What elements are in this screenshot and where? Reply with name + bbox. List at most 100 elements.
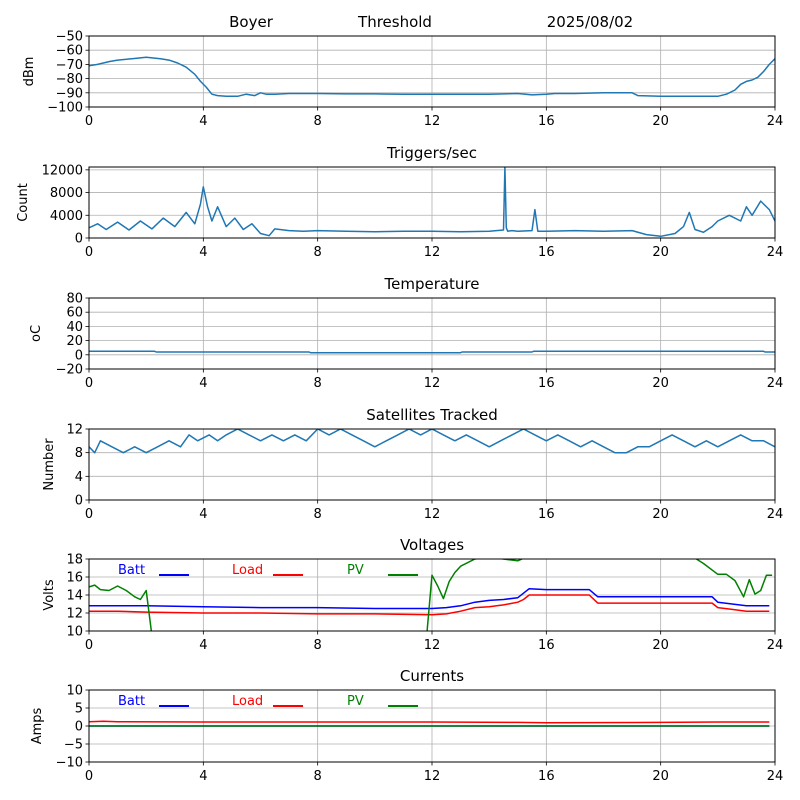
y-axis-label: Volts xyxy=(42,579,57,611)
x-tick-label: 4 xyxy=(199,507,207,522)
y-tick-label: 4 xyxy=(75,470,83,485)
x-tick-label: 8 xyxy=(314,769,322,784)
y-tick-label: 10 xyxy=(66,684,83,699)
x-tick-label: 16 xyxy=(538,638,555,653)
x-tick-label: 4 xyxy=(199,114,207,129)
x-tick-label: 4 xyxy=(199,376,207,391)
y-axis-label: Count xyxy=(16,183,31,222)
chart-panel-currents: 0 4 8 12 16 20 24 −10 −5 0 5 10 Currents Amps Batt Load… xyxy=(30,667,783,784)
x-tick-label: 20 xyxy=(652,245,669,260)
chart-panel-signal: 0 4 8 12 16 20 24 −100−90−80−70−60−50 dBm xyxy=(22,30,783,130)
x-tick-label: 4 xyxy=(199,638,207,653)
legend-label-load: Load xyxy=(232,694,263,709)
x-tick-label: 16 xyxy=(538,114,555,129)
y-tick-label: −70 xyxy=(56,58,83,73)
legend: Batt Load PV xyxy=(118,694,418,709)
legend-label-batt: Batt xyxy=(118,563,145,578)
x-tick-label: 24 xyxy=(767,769,784,784)
x-tick-label: 20 xyxy=(652,638,669,653)
y-tick-label: 80 xyxy=(66,292,83,307)
x-tick-label: 20 xyxy=(652,114,669,129)
x-tick-label: 8 xyxy=(314,638,322,653)
x-tick-label: 0 xyxy=(85,376,93,391)
series-line-signal xyxy=(89,56,775,98)
chart-panel-voltages: 0 4 8 12 16 20 24 10 12 14 16 18 Voltages Volts Batt Lo… xyxy=(42,536,783,653)
y-tick-label: 0 xyxy=(75,232,83,247)
legend-label-pv: PV xyxy=(347,563,364,578)
x-tick-label: 24 xyxy=(767,376,784,391)
x-tick-label: 0 xyxy=(85,245,93,260)
x-tick-label: 12 xyxy=(424,507,441,522)
y-axis-label: Amps xyxy=(30,707,45,744)
y-axis-label: dBm xyxy=(22,57,37,87)
x-tick-label: 24 xyxy=(767,638,784,653)
x-tick-label: 4 xyxy=(199,245,207,260)
x-tick-label: 24 xyxy=(767,114,784,129)
x-tick-label: 16 xyxy=(538,507,555,522)
x-tick-label: 4 xyxy=(199,769,207,784)
legend-label-batt: Batt xyxy=(118,694,145,709)
y-tick-label: 8 xyxy=(75,446,83,461)
threshold-label: Threshold xyxy=(357,13,432,31)
series-line-temperature xyxy=(89,350,775,354)
x-tick-label: 20 xyxy=(652,376,669,391)
y-tick-label: −5 xyxy=(64,738,83,753)
y-tick-label: 12000 xyxy=(42,163,83,178)
x-tick-label: 12 xyxy=(424,638,441,653)
y-tick-label: 40 xyxy=(66,320,83,335)
x-tick-label: 0 xyxy=(85,114,93,129)
y-tick-label: −50 xyxy=(56,30,83,45)
x-tick-label: 12 xyxy=(424,769,441,784)
x-tick-label: 8 xyxy=(314,114,322,129)
x-tick-label: 16 xyxy=(538,769,555,784)
x-tick-label: 12 xyxy=(424,245,441,260)
date-label: 2025/08/02 xyxy=(547,13,633,31)
x-tick-label: 24 xyxy=(767,245,784,260)
y-tick-label: 12 xyxy=(66,607,83,622)
y-tick-label: 0 xyxy=(75,494,83,509)
y-tick-label: 0 xyxy=(75,720,83,735)
x-tick-label: 0 xyxy=(85,769,93,784)
y-tick-label: 16 xyxy=(66,571,83,586)
chart-panel-triggers: 0 4 8 12 16 20 24 0 4000 8000 12000 Triggers/sec Cou… xyxy=(16,144,783,260)
y-tick-label: 4000 xyxy=(50,209,83,224)
x-tick-label: 12 xyxy=(424,114,441,129)
figure-header: Boyer Threshold 2025/08/02 xyxy=(229,13,633,31)
panel-title: Voltages xyxy=(400,536,464,554)
legend-label-load: Load xyxy=(232,563,263,578)
series-line-triggers xyxy=(89,167,775,238)
x-tick-label: 24 xyxy=(767,507,784,522)
y-tick-label: −80 xyxy=(56,72,83,87)
y-tick-label: 12 xyxy=(66,423,83,438)
legend-label-pv: PV xyxy=(347,694,364,709)
y-tick-label: 5 xyxy=(75,702,83,717)
y-tick-label: −10 xyxy=(56,756,83,771)
x-tick-label: 16 xyxy=(538,376,555,391)
y-tick-label: −90 xyxy=(56,86,83,101)
panel-title: Satellites Tracked xyxy=(366,406,497,424)
panel-title: Triggers/sec xyxy=(386,144,477,162)
chart-panel-satellites: 0 4 8 12 16 20 24 0 4 8 12 Satellites Tracked Number xyxy=(42,406,783,522)
panel-title: Temperature xyxy=(383,275,479,293)
y-tick-label: 18 xyxy=(66,553,83,568)
y-tick-label: 20 xyxy=(66,334,83,349)
y-tick-label: −20 xyxy=(56,363,83,378)
y-axis-label: oC xyxy=(29,325,44,342)
x-tick-label: 0 xyxy=(85,638,93,653)
x-tick-label: 20 xyxy=(652,507,669,522)
series-line-batt xyxy=(89,587,770,610)
y-tick-label: 10 xyxy=(66,625,83,640)
y-tick-label: 0 xyxy=(75,348,83,363)
series-line-load xyxy=(89,594,770,616)
x-tick-label: 8 xyxy=(314,507,322,522)
y-tick-label: 60 xyxy=(66,306,83,321)
x-tick-label: 8 xyxy=(314,376,322,391)
y-tick-label: 8000 xyxy=(50,186,83,201)
panel-title: Currents xyxy=(400,667,464,685)
station-name: Boyer xyxy=(229,13,274,31)
series-line-load xyxy=(89,720,770,724)
x-tick-label: 0 xyxy=(85,507,93,522)
series-line-pv xyxy=(89,559,773,631)
y-axis-label: Number xyxy=(42,438,57,491)
